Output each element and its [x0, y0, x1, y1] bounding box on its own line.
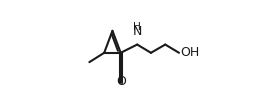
Text: H: H	[133, 22, 141, 32]
Text: OH: OH	[180, 46, 199, 59]
Text: O: O	[116, 75, 126, 88]
Text: N: N	[133, 25, 142, 38]
